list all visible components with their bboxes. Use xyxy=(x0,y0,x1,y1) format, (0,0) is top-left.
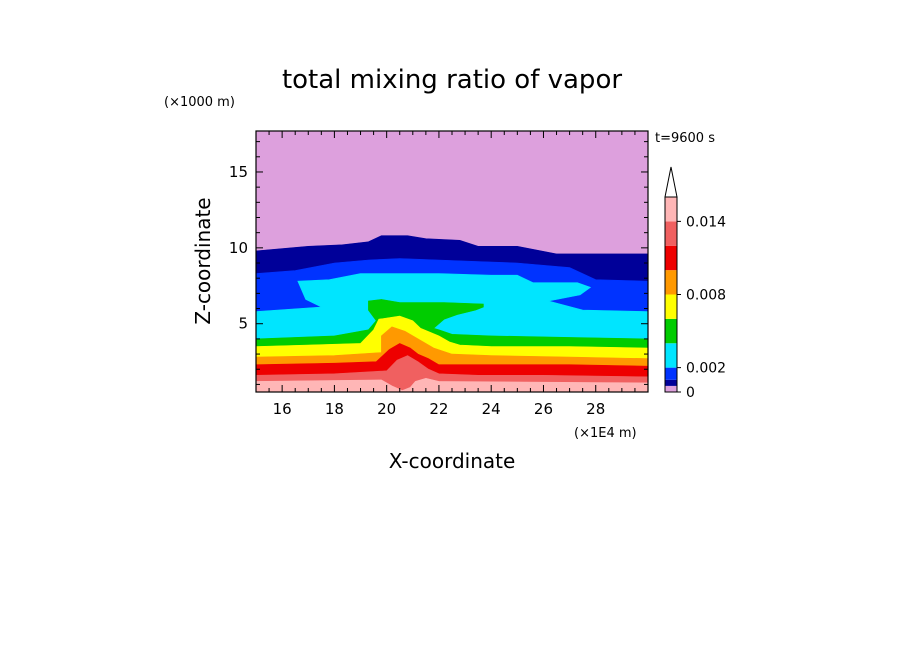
colorbar-tick-label: 0.014 xyxy=(686,214,726,230)
x-tick-label: 26 xyxy=(534,400,553,418)
time-label: t=9600 s xyxy=(655,131,715,146)
x-tick-label: 28 xyxy=(586,400,605,418)
x-axis-unit: (×1E4 m) xyxy=(574,426,637,441)
colorbar-tick-label: 0 xyxy=(686,385,695,401)
colorbar-band-1 xyxy=(665,379,677,386)
colorbar-band-8 xyxy=(665,221,677,246)
x-tick-label: 16 xyxy=(273,400,292,418)
y-axis-unit: (×1000 m) xyxy=(164,95,235,110)
x-tick-label: 18 xyxy=(325,400,344,418)
colorbar-band-6 xyxy=(665,270,677,295)
x-axis-label: X-coordinate xyxy=(389,449,516,473)
y-axis-label: Z-coordinate xyxy=(191,197,215,324)
x-tick-label: 20 xyxy=(377,400,396,418)
y-axis-ticks: 5 10 15 xyxy=(229,141,648,385)
y-tick-label: 15 xyxy=(229,163,248,181)
colorbar-band-2 xyxy=(665,367,677,380)
chart-title: total mixing ratio of vapor xyxy=(282,65,622,95)
colorbar-tick-label: 0.002 xyxy=(686,361,726,377)
colorbar: 0 0.002 0.008 0.014 xyxy=(664,166,726,401)
colorbar-band-7 xyxy=(665,245,677,271)
x-tick-label: 24 xyxy=(482,400,501,418)
colorbar-tick-label: 0.008 xyxy=(686,288,726,304)
contour-region-9 xyxy=(256,377,648,392)
colorbar-band-3 xyxy=(665,343,677,368)
colorbar-band-9 xyxy=(665,197,677,222)
colorbar-band-0 xyxy=(665,385,677,392)
x-tick-label: 22 xyxy=(429,400,448,418)
y-tick-label: 5 xyxy=(238,315,248,333)
x-axis-ticks: 16 18 20 22 24 26 28 xyxy=(255,131,649,418)
y-tick-label: 10 xyxy=(229,239,248,257)
colorbar-band-4 xyxy=(665,318,677,344)
plot-area xyxy=(255,130,649,393)
colorbar-band-5 xyxy=(665,294,677,319)
colorbar-extension-arrow xyxy=(664,166,678,198)
contour-regions xyxy=(256,131,648,392)
